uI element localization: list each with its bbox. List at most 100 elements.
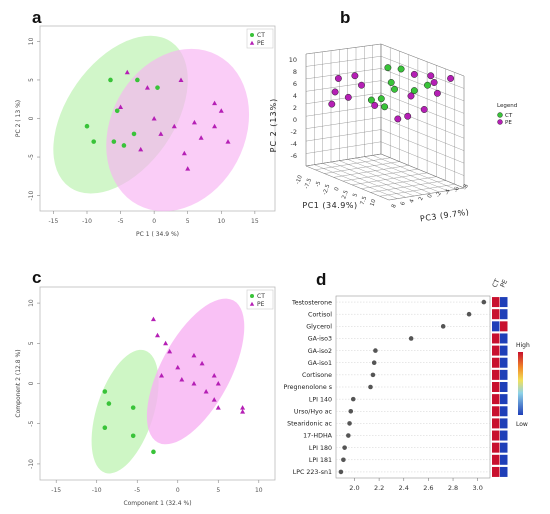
y-tick-label: 5: [28, 341, 35, 345]
ellipse-pe: [106, 48, 250, 212]
heatmap-cell-pe: [500, 369, 508, 380]
point-ct: [91, 139, 97, 144]
point-pe: [218, 108, 224, 113]
y-tick-label: 10: [28, 37, 35, 45]
plot-frame: [335, 295, 491, 479]
point-ct: [135, 77, 140, 83]
x-tick-label: -15: [51, 487, 61, 494]
panel-letter-b: b: [340, 8, 351, 27]
grid-line: [347, 159, 431, 194]
x-tick-label: 2.4: [399, 484, 409, 492]
x-tick-label: -10: [92, 487, 102, 494]
x-tick-label: 10: [369, 198, 377, 207]
heatmap-cell-ct: [492, 394, 500, 405]
grid-line: [305, 92, 382, 104]
chart-c-group: -15 -10 -5 0 5 10 -10 -5 0 5 10 Component 1 (32.4 %…: [15, 286, 276, 507]
point-3d-pe: [371, 102, 379, 109]
y-tick-label: -2: [291, 128, 297, 136]
heatmap-cell-pe: [500, 345, 508, 356]
heatmap-cell-ct: [492, 466, 500, 477]
y-tick-label: -5: [28, 154, 35, 160]
grid-line: [364, 156, 448, 191]
legend-marker-ct: [250, 33, 254, 37]
legend-label-ct: CT: [257, 293, 265, 300]
z-tick-label: 6: [400, 201, 407, 207]
point-pe: [191, 352, 197, 358]
x-axis-label: PC 1 ( 34.9 %): [136, 231, 179, 238]
heatmap-cell-pe: [500, 406, 508, 417]
z-tick-label: 4: [409, 198, 416, 204]
point-3d-pe: [420, 106, 428, 113]
heatmap-cell-ct: [492, 369, 500, 380]
vip-label: GA-iso2: [308, 348, 332, 355]
point-3d-pe: [394, 115, 402, 123]
heatmap-cell-pe: [500, 466, 508, 477]
vip-label: Urso/Hyo ac: [294, 408, 333, 415]
grid-line: [355, 157, 440, 193]
grid-line: [380, 104, 465, 139]
point-pe: [211, 397, 217, 402]
point-3d-ct: [377, 95, 385, 103]
legend-marker-pe: [497, 119, 503, 125]
heatmap-cell-pe: [500, 357, 508, 368]
vip-label: LPC 223-sn1: [293, 469, 332, 476]
chart-a-group: -15 -10 -5 0 5 10 15 -10 -5 0 5 10 PC 1 ( 34.9 %) PC …: [15, 25, 276, 238]
point-3d-ct: [410, 87, 418, 95]
point-ct: [131, 131, 137, 137]
heatmap-cell-pe: [500, 297, 508, 308]
colorbar: [518, 352, 523, 415]
heatmap-cell-ct: [492, 357, 500, 368]
point-3d-pe: [404, 112, 412, 120]
colorbar-low-label: Low: [516, 421, 528, 428]
y-tick-label: 0: [28, 381, 35, 385]
vip-point: [440, 324, 446, 329]
point-pe: [215, 405, 221, 410]
point-pe: [240, 405, 246, 410]
colorbar-high-label: High: [516, 342, 530, 349]
grid-line: [333, 165, 409, 178]
vip-point: [371, 360, 377, 366]
heatmap-cell-ct: [492, 442, 500, 453]
grid-line: [388, 187, 465, 201]
vip-point: [338, 469, 344, 475]
vip-label: Pregnenolone s: [284, 384, 332, 391]
point-3d-pe: [433, 89, 441, 97]
point-3d-ct: [387, 79, 395, 86]
x-tick-label: 2.6: [423, 484, 433, 492]
vip-label: 17-HDHA: [303, 433, 333, 440]
point-pe: [203, 389, 209, 394]
y-tick-label: 0: [28, 116, 35, 120]
vip-point: [408, 336, 414, 341]
heatmap-cell-ct: [492, 418, 500, 429]
vip-point: [370, 372, 376, 378]
z-tick-label: -2: [435, 191, 443, 198]
grid-line: [361, 176, 437, 189]
point-pe: [159, 372, 165, 378]
vip-label: Cortisol: [308, 311, 332, 318]
heatmap-cell-ct: [492, 321, 500, 332]
point-ct: [114, 108, 120, 114]
ellipse-pe: [146, 298, 245, 445]
point-3d-ct: [367, 96, 375, 104]
grid-line: [380, 43, 465, 77]
z-tick-label: -6: [453, 186, 461, 194]
y-tick-label: -5: [28, 421, 35, 427]
x-tick-label: -15: [49, 218, 59, 225]
grid-line: [322, 163, 406, 198]
x-tick-label: 10: [217, 218, 225, 225]
y-tick-label: 4: [293, 92, 297, 100]
x-axis-label: PC1 (34.9%): [302, 201, 357, 210]
point-3d-ct: [384, 64, 392, 72]
point-3d-pe: [427, 72, 435, 80]
x-tick-label: 5: [216, 487, 220, 494]
vip-point: [346, 433, 351, 438]
vip-label: Cortisone: [302, 372, 332, 379]
grid-line: [372, 155, 456, 190]
x-tick-label: 10: [255, 487, 263, 494]
heatmap-cell-pe: [500, 454, 508, 465]
vip-label: GA-iso3: [308, 336, 332, 343]
point-3d-ct: [397, 65, 405, 73]
grid-line: [380, 68, 465, 102]
chart-d-group: Testosterone Cortisol Glycerol GA-iso3 GA-is…: [284, 278, 530, 492]
legend-label-ct: CT: [505, 113, 513, 119]
